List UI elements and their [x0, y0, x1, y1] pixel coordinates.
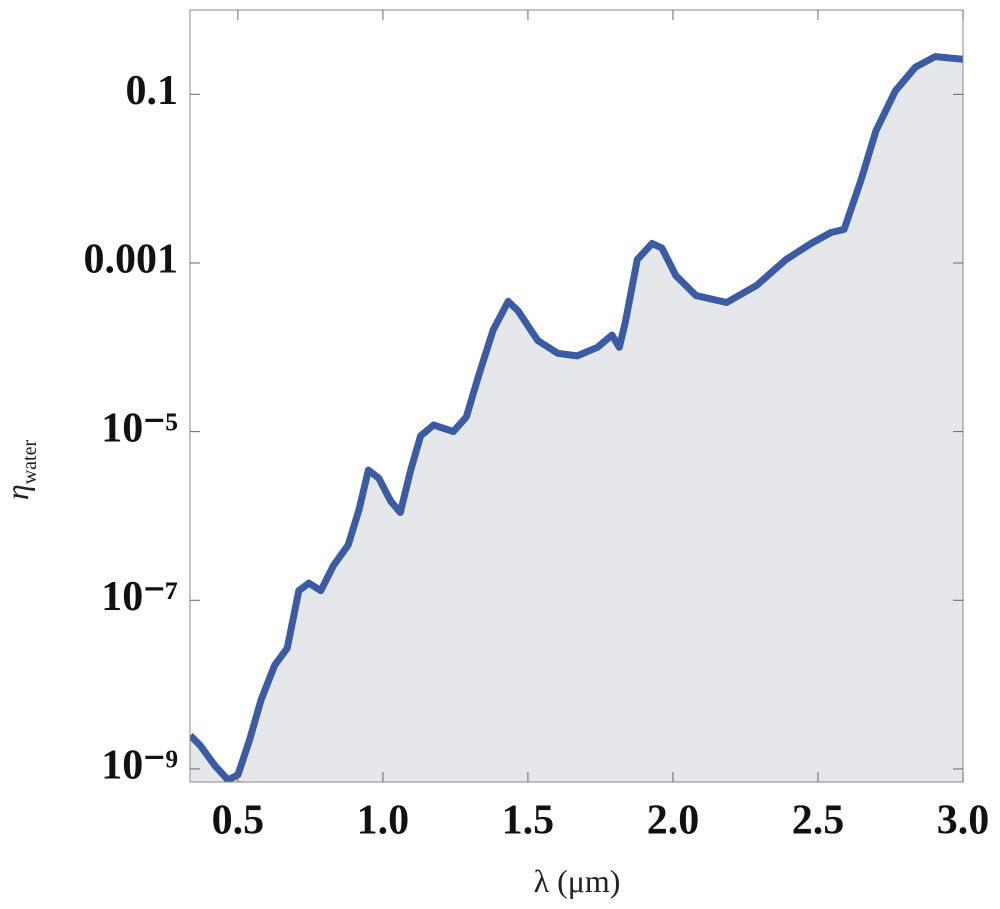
y-tick-label: 10⁻⁷: [101, 574, 178, 620]
plot-frame: [189, 9, 964, 783]
area-fill: [190, 56, 963, 782]
data-line: [190, 53, 963, 782]
x-tick-label: 3.0: [937, 798, 990, 844]
x-tick-label: 1.5: [502, 798, 555, 844]
y-tick-label: 0.1: [126, 68, 179, 114]
y-axis-symbol: η: [0, 484, 35, 500]
y-tick-label: 10⁻⁵: [101, 405, 178, 451]
x-tick-label: 0.5: [212, 798, 265, 844]
x-tick-label: 2.0: [647, 798, 700, 844]
y-tick-label: 0.001: [84, 237, 179, 283]
y-tick-label: 10⁻⁹: [101, 743, 178, 789]
x-axis-label: λ (μm): [534, 863, 621, 899]
x-tick-label: 2.5: [792, 798, 845, 844]
y-axis-label: ηwater: [0, 440, 41, 501]
y-axis-subscript: water: [19, 440, 41, 485]
x-tick-label: 1.0: [357, 798, 410, 844]
